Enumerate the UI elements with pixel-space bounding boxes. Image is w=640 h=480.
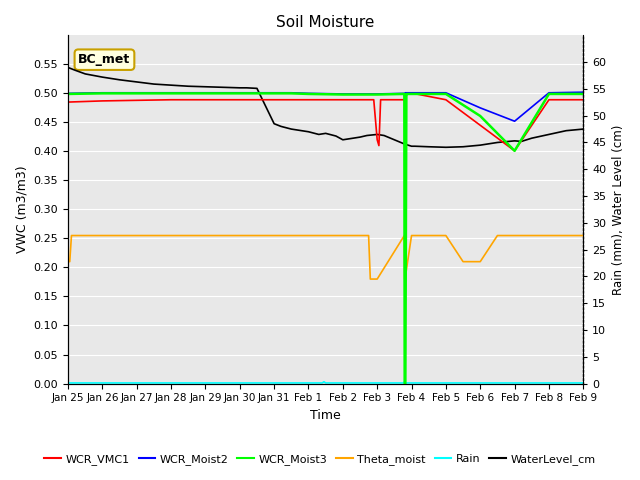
Title: Soil Moisture: Soil Moisture bbox=[276, 15, 375, 30]
Text: BC_met: BC_met bbox=[78, 53, 131, 66]
Legend: WCR_VMC1, WCR_Moist2, WCR_Moist3, Theta_moist, Rain, WaterLevel_cm: WCR_VMC1, WCR_Moist2, WCR_Moist3, Theta_… bbox=[40, 450, 600, 469]
Y-axis label: Rain (mm), Water Level (cm): Rain (mm), Water Level (cm) bbox=[612, 124, 625, 295]
Y-axis label: VWC (m3/m3): VWC (m3/m3) bbox=[15, 166, 28, 253]
X-axis label: Time: Time bbox=[310, 409, 341, 422]
